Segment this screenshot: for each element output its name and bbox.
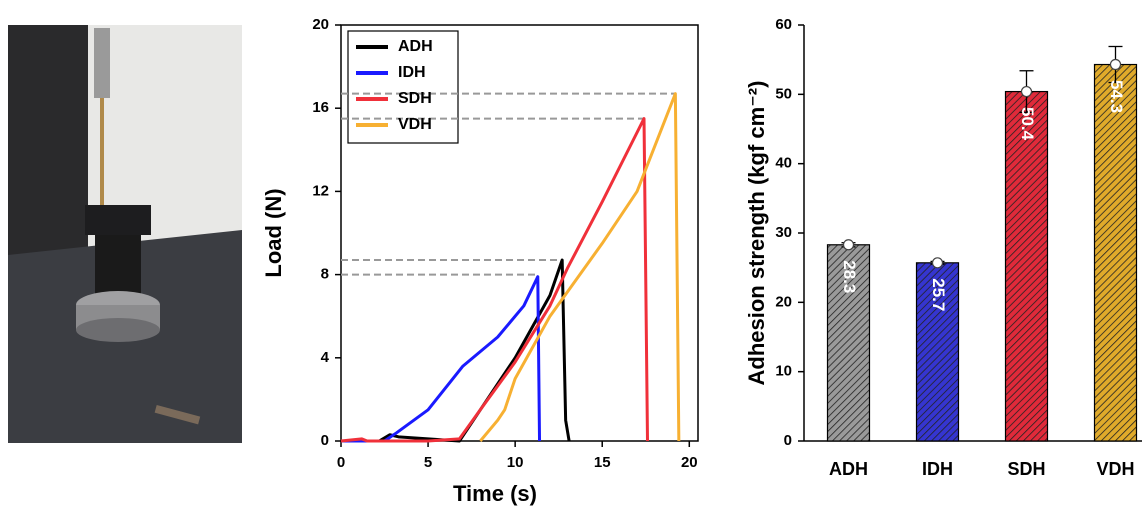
x-tick-label: 20 — [681, 454, 698, 471]
y-tick-label: 20 — [312, 16, 329, 33]
bar — [1004, 90, 1049, 442]
value-label: 28.3 — [840, 260, 859, 293]
y-tick-label: 60 — [775, 16, 792, 33]
series-line — [479, 92, 681, 442]
y-tick-label: 50 — [775, 85, 792, 102]
bar — [915, 262, 960, 442]
value-label: 54.3 — [1107, 80, 1126, 113]
y-tick-label: 20 — [775, 293, 792, 310]
x-tick-label: 0 — [337, 454, 345, 471]
y-tick-label: 0 — [784, 432, 792, 449]
x-tick-label: 15 — [594, 454, 611, 471]
bar — [826, 244, 871, 442]
value-label: 50.4 — [1018, 107, 1037, 141]
mean-marker — [1020, 85, 1033, 98]
mean-marker — [842, 239, 855, 251]
y-axis-label: Load (N) — [261, 188, 286, 277]
mean-marker — [1109, 58, 1122, 71]
x-tick-label: 5 — [424, 454, 432, 471]
bar — [1093, 63, 1138, 442]
y-tick-label: 30 — [775, 224, 792, 241]
y-axis-label: Adhesion strength (kgf cm⁻²) — [744, 81, 769, 386]
legend-label: IDH — [398, 64, 426, 81]
mean-marker — [931, 257, 944, 269]
legend-label: SDH — [398, 90, 432, 107]
series-line — [341, 275, 542, 443]
x-tick-label: ADH — [829, 459, 868, 479]
y-tick-label: 12 — [312, 182, 329, 199]
x-axis-label: Time (s) — [453, 481, 537, 506]
legend-label: VDH — [398, 116, 432, 133]
legend-label: ADH — [398, 38, 433, 55]
y-tick-label: 0 — [321, 432, 329, 449]
y-tick-label: 10 — [775, 363, 792, 380]
value-label: 25.7 — [929, 278, 948, 311]
y-tick-label: 4 — [321, 349, 330, 366]
x-tick-label: SDH — [1007, 459, 1045, 479]
y-tick-label: 8 — [321, 266, 329, 283]
legend-box — [347, 30, 459, 144]
series-line — [341, 258, 571, 443]
y-tick-label: 16 — [312, 99, 329, 116]
x-tick-label: IDH — [922, 459, 953, 479]
photo — [8, 25, 242, 443]
series-line — [340, 117, 649, 443]
x-tick-label: 10 — [507, 454, 524, 471]
x-tick-label: VDH — [1096, 459, 1134, 479]
line-chart: Time (s) Load (N) — [261, 24, 699, 506]
y-tick-label: 40 — [775, 155, 792, 172]
